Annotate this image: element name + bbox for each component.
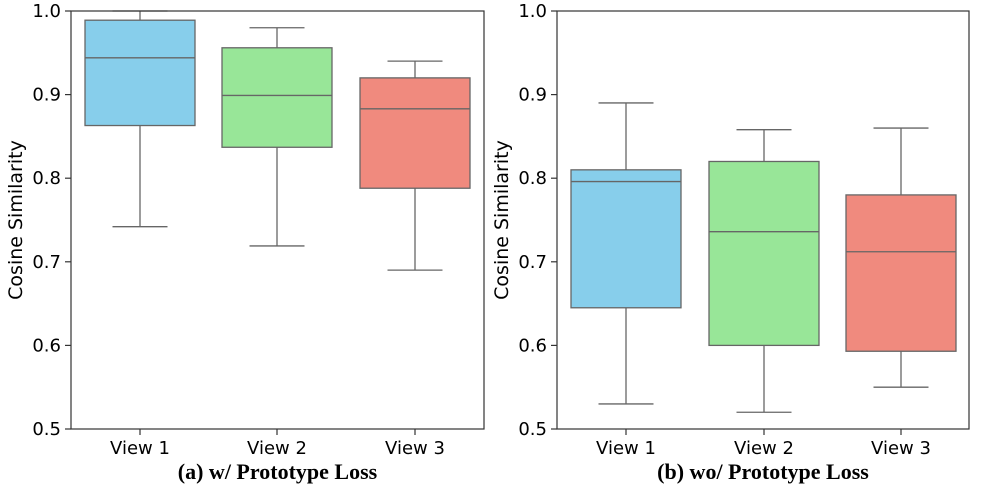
- x-tick-label: View 3: [871, 438, 931, 459]
- y-tick-label: 0.7: [32, 252, 61, 273]
- y-tick-label: 0.7: [518, 252, 547, 273]
- box-view-2: [708, 160, 820, 347]
- x-tick-label: View 1: [596, 438, 656, 459]
- plot-frame: [556, 10, 970, 430]
- y-tick-label: 0.8: [518, 168, 547, 189]
- box-view-2: [221, 47, 333, 148]
- box-view-1: [84, 19, 196, 127]
- y-axis-title: Cosine Similarity: [491, 140, 513, 300]
- x-tick-label: View 3: [385, 438, 445, 459]
- y-tick-label: 1.0: [518, 1, 547, 22]
- box-view-3: [359, 77, 471, 189]
- chart-panel-2: 0.5 0.6 0.7 0.8 0.9 1.0 View 1 View 2 View 3 Cosi…: [491, 1, 970, 484]
- x-tick-label: View 1: [110, 438, 170, 459]
- y-tick-label: 0.6: [32, 335, 61, 356]
- x-tick-label: View 2: [734, 438, 794, 459]
- y-tick-label: 1.0: [32, 1, 61, 22]
- panel-caption: (b) wo/ Prototype Loss: [657, 459, 869, 484]
- y-tick-label: 0.6: [518, 335, 547, 356]
- y-tick-label: 0.5: [32, 419, 61, 440]
- x-tick-label: View 2: [247, 438, 307, 459]
- y-tick-label: 0.9: [32, 85, 61, 106]
- box-view-3: [845, 194, 957, 352]
- y-axis-title: Cosine Similarity: [5, 140, 27, 300]
- y-tick-label: 0.9: [518, 85, 547, 106]
- chart-panel-1: 0.5 0.6 0.7 0.8 0.9 1.0 View 1 View 2 View 3 Cosi…: [5, 1, 485, 484]
- y-tick-label: 0.5: [518, 419, 547, 440]
- box-view-1: [570, 169, 682, 309]
- panel-caption: (a) w/ Prototype Loss: [178, 459, 378, 484]
- y-tick-label: 0.8: [32, 168, 61, 189]
